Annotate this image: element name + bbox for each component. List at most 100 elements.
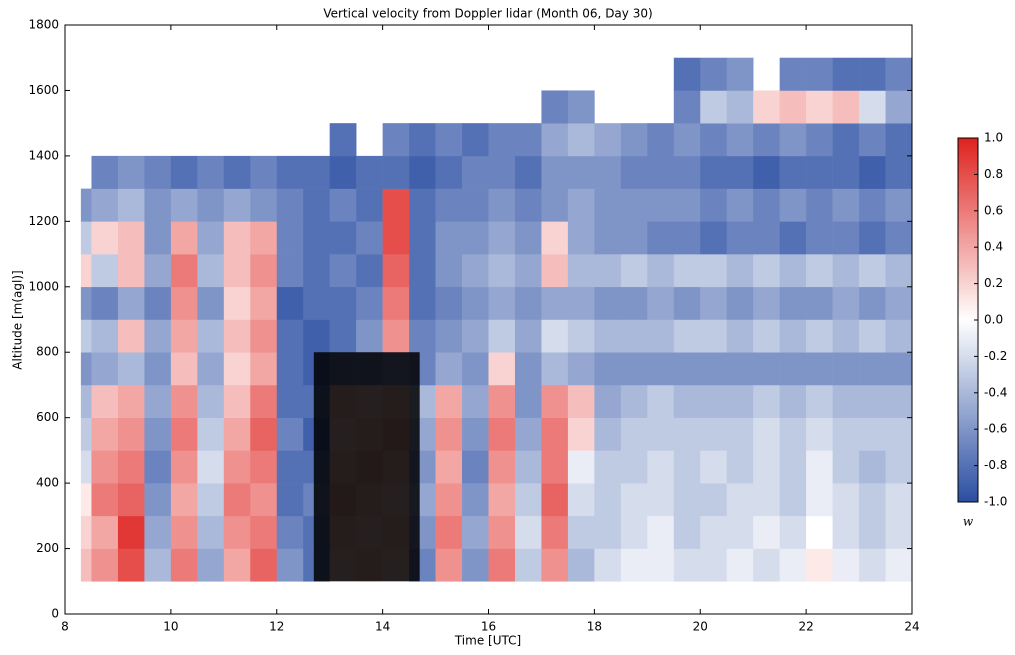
heatmap-cell [514, 483, 542, 517]
heatmap-cell [726, 286, 754, 320]
heatmap-cell [144, 417, 172, 451]
heatmap-cell [885, 548, 913, 582]
heatmap-cell [382, 123, 410, 157]
heatmap-cell [409, 286, 436, 320]
heatmap-cell [779, 548, 807, 582]
heatmap-cell [462, 417, 489, 451]
heatmap-cell [567, 483, 595, 517]
heatmap-cell [753, 417, 780, 451]
heatmap-cell [223, 548, 251, 582]
heatmap-cell [462, 286, 489, 320]
heatmap-cell [541, 254, 569, 288]
heatmap-cell [91, 221, 119, 255]
heatmap-cell [170, 483, 198, 517]
heatmap-cell [250, 417, 278, 451]
heatmap-cell [885, 221, 913, 255]
heatmap-cell [806, 384, 833, 418]
heatmap-cell [144, 155, 172, 189]
heatmap-cell [806, 352, 833, 386]
heatmap-cell [620, 188, 648, 222]
heatmap-cell [700, 286, 728, 320]
heatmap-cell [806, 254, 833, 288]
heatmap-cell [885, 417, 913, 451]
heatmap-cell [170, 254, 198, 288]
heatmap-cell [859, 483, 886, 517]
heatmap-cell [435, 319, 463, 353]
y-tick-label: 400 [36, 476, 59, 490]
heatmap-cell [753, 155, 780, 189]
heatmap-cell [462, 515, 489, 549]
heatmap-cell [170, 188, 198, 222]
heatmap-cell [170, 384, 198, 418]
heatmap-cell [700, 515, 728, 549]
heatmap-cell [144, 286, 172, 320]
heatmap-cell [594, 123, 622, 157]
heatmap-cell [594, 254, 622, 288]
heatmap-cell [779, 90, 807, 124]
heatmap-cell [488, 123, 516, 157]
heatmap-cell [779, 515, 807, 549]
heatmap-cell [673, 450, 701, 484]
heatmap-cell [197, 352, 225, 386]
heatmap-cell [620, 286, 648, 320]
heatmap-cell [117, 221, 145, 255]
heatmap-cell [620, 417, 648, 451]
heatmap-cell [329, 221, 357, 255]
heatmap-cell [197, 417, 225, 451]
heatmap-cell [223, 221, 251, 255]
heatmap-cell [117, 450, 145, 484]
heatmap-cell [435, 384, 463, 418]
heatmap-cell [541, 221, 569, 255]
heatmap-cell [832, 123, 860, 157]
heatmap-cell [223, 286, 251, 320]
heatmap-cell [567, 123, 595, 157]
heatmap-cell [541, 384, 569, 418]
heatmap-cell [276, 319, 304, 353]
heatmap-cell [223, 515, 251, 549]
heatmap-cell [462, 188, 489, 222]
heatmap-cell [514, 188, 542, 222]
heatmap-cell [250, 548, 278, 582]
heatmap-cell [223, 188, 251, 222]
heatmap-cell [488, 515, 516, 549]
x-tick-label: 18 [587, 620, 602, 634]
y-tick-label: 1600 [28, 83, 59, 97]
heatmap-cell [647, 384, 675, 418]
heatmap-cell [726, 384, 754, 418]
heatmap-cell [567, 286, 595, 320]
heatmap-cell [91, 254, 119, 288]
heatmap-cell [700, 57, 728, 91]
heatmap-cell [514, 221, 542, 255]
heatmap-cell [117, 384, 145, 418]
heatmap-cell [647, 319, 675, 353]
heatmap-cell [117, 254, 145, 288]
heatmap-cell [488, 155, 516, 189]
heatmap-cell [488, 417, 516, 451]
heatmap-cell [620, 221, 648, 255]
heatmap-cell [885, 155, 913, 189]
heatmap-cell [170, 221, 198, 255]
heatmap-cell [409, 254, 436, 288]
heatmap-cell [832, 450, 860, 484]
heatmap-cell [329, 319, 357, 353]
heatmap-cell [488, 254, 516, 288]
heatmap-cell [488, 319, 516, 353]
heatmap-cell [726, 123, 754, 157]
heatmap-cell [885, 254, 913, 288]
heatmap-cell [462, 319, 489, 353]
heatmap-cell [462, 155, 489, 189]
heatmap-cell [223, 254, 251, 288]
heatmap-cell [567, 221, 595, 255]
heatmap-cell [144, 384, 172, 418]
heatmap-cell [700, 123, 728, 157]
heatmap-cell [832, 483, 860, 517]
y-tick-label: 1200 [28, 214, 59, 228]
heatmap-cell [647, 123, 675, 157]
colorbar-tick-label: -0.2 [984, 349, 1007, 363]
heatmap-cell [673, 548, 701, 582]
heatmap-cell [117, 319, 145, 353]
heatmap-cell [382, 319, 410, 353]
heatmap-cell [356, 286, 383, 320]
heatmap-cell [514, 155, 542, 189]
heatmap-cell [779, 319, 807, 353]
